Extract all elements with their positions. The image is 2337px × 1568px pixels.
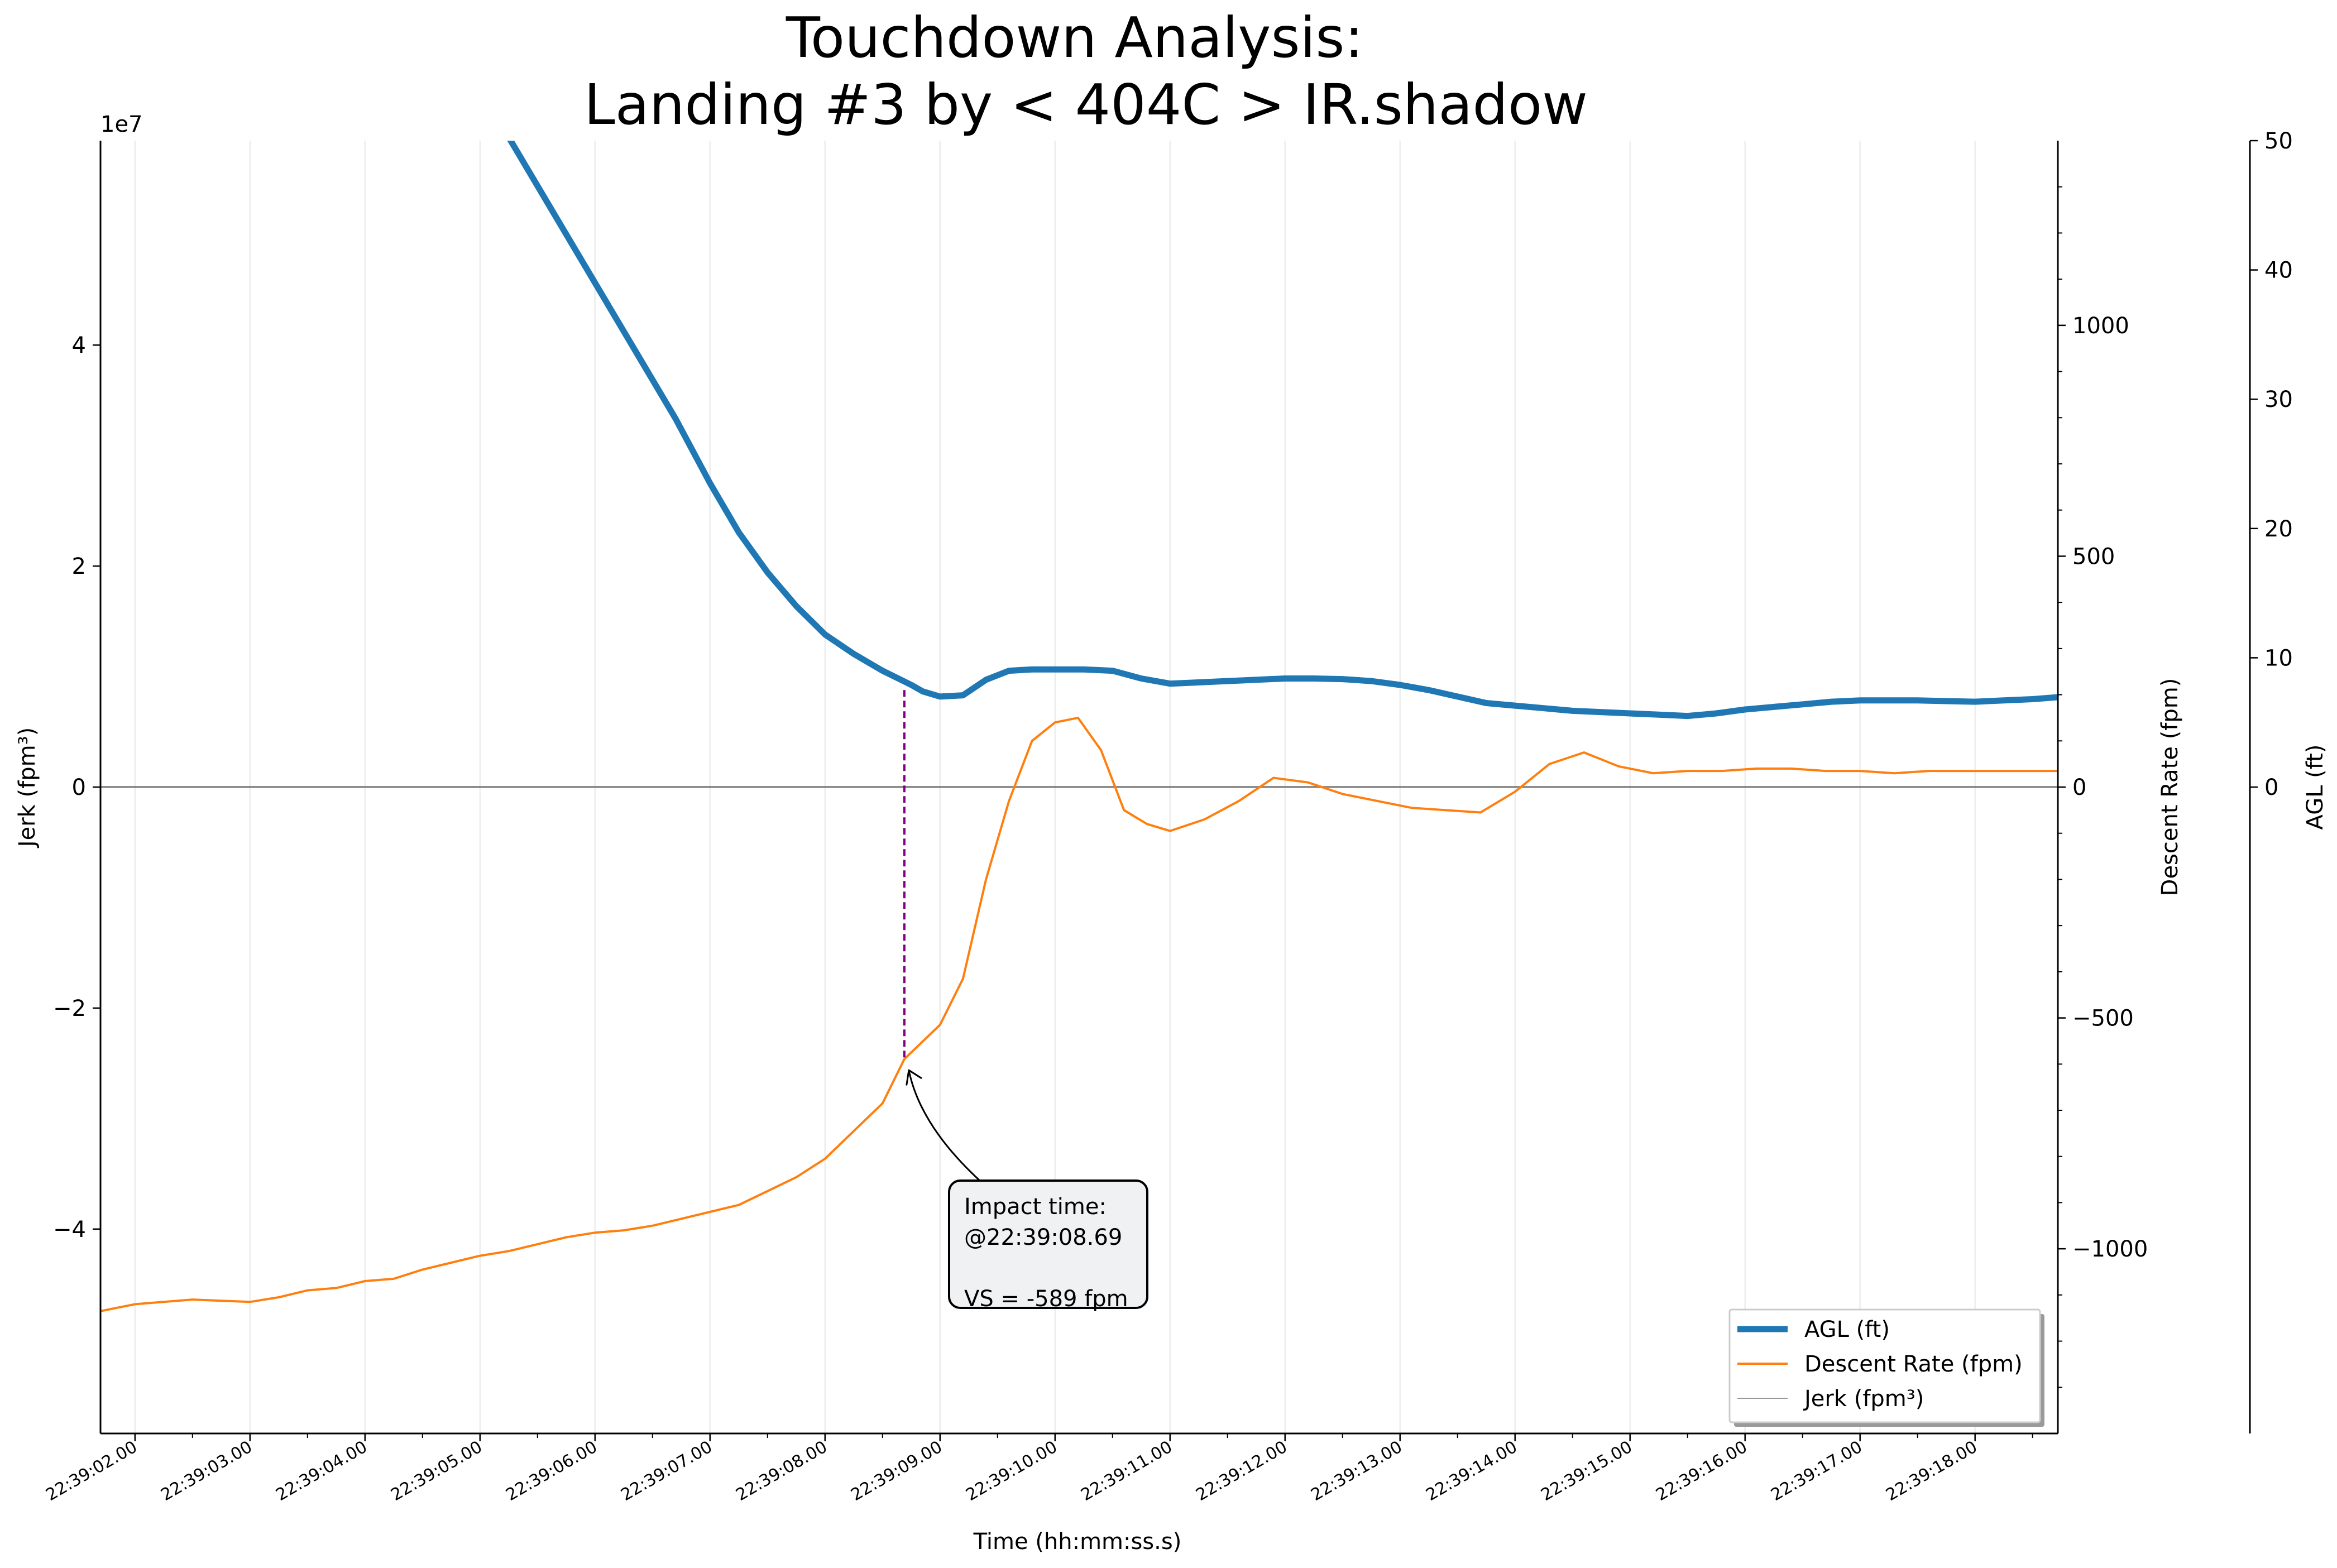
descent-tick-label: 500 — [2072, 544, 2115, 569]
agl-tick-label: 0 — [2264, 775, 2278, 800]
impact-annotation-group: Impact time: @22:39:08.69 VS = -589 fpm — [903, 690, 1148, 1312]
agl-axis-label: AGL (ft) — [2302, 745, 2328, 830]
jerk-axis-label: Jerk (fpm³) — [15, 727, 40, 848]
annotation-text-line: VS = -589 fpm — [964, 1286, 1128, 1312]
legend-label-descent: Descent Rate (fpm) — [1804, 1351, 2023, 1377]
x-tick-label: 22:39:16.00 — [1653, 1437, 1751, 1505]
agl-tick-label: 40 — [2264, 258, 2293, 284]
annotation-arrow — [908, 1070, 981, 1182]
agl-line — [507, 141, 2058, 720]
agl-tick-label: 50 — [2264, 128, 2293, 154]
descent-axis-label: Descent Rate (fpm) — [2157, 678, 2183, 896]
annotation-text-line: Impact time: — [964, 1194, 1107, 1220]
x-tick-label: 22:39:02.00 — [42, 1437, 141, 1505]
x-tick-label: 22:39:18.00 — [1883, 1437, 1981, 1505]
x-tick-label: 22:39:12.00 — [1193, 1437, 1291, 1505]
descent-tick-label: −1000 — [2072, 1236, 2148, 1262]
legend-label-agl: AGL (ft) — [1804, 1317, 1890, 1342]
x-tick-label: 22:39:17.00 — [1768, 1437, 1866, 1505]
legend: AGL (ft) Descent Rate (fpm) Jerk (fpm³) — [1728, 1308, 2044, 1427]
descent-tick-label: 1000 — [2072, 313, 2129, 339]
annotation-text-line: @22:39:08.69 — [964, 1225, 1122, 1250]
annotation-box — [948, 1179, 1148, 1309]
legend-box — [1728, 1308, 2041, 1423]
agl-tick-label: 30 — [2264, 387, 2293, 413]
legend-label-jerk: Jerk (fpm³) — [1803, 1386, 1924, 1412]
x-tick-label: 22:39:11.00 — [1077, 1437, 1176, 1505]
descent-tick-label: 0 — [2072, 775, 2086, 800]
chart-title-line-1: Touchdown Analysis: — [786, 5, 1363, 70]
x-tick-label: 22:39:03.00 — [157, 1437, 256, 1505]
x-tick-label: 22:39:05.00 — [387, 1437, 486, 1505]
descent-rate-line — [100, 716, 2058, 1312]
jerk-offset-label: 1e7 — [100, 112, 143, 137]
agl-tick-label: 20 — [2264, 516, 2293, 542]
annotation-arrowhead — [906, 1069, 922, 1086]
x-tick-label: 22:39:06.00 — [502, 1437, 601, 1505]
descent-tick-label: −500 — [2072, 1006, 2134, 1032]
x-axis-label: Time (hh:mm:ss.s) — [973, 1529, 1182, 1555]
chart-title-line-2: Landing #3 by < 404C > IR.shadow — [584, 72, 1588, 137]
jerk-tick-label: 2 — [72, 554, 86, 579]
series-lines — [100, 141, 2058, 1312]
x-tick-label: 22:39:13.00 — [1308, 1437, 1406, 1505]
jerk-tick-label: 4 — [72, 333, 86, 358]
x-tick-label: 22:39:07.00 — [617, 1437, 716, 1505]
x-tick-label: 22:39:14.00 — [1423, 1437, 1521, 1505]
x-tick-label: 22:39:10.00 — [962, 1437, 1061, 1505]
axes-group: 22:39:02.00 22:39:03.00 22:39:04.00 22:39:0… — [42, 128, 2293, 1505]
x-tick-label: 22:39:04.00 — [272, 1437, 371, 1505]
x-tick-label: 22:39:15.00 — [1538, 1437, 1636, 1505]
jerk-tick-label: −4 — [53, 1217, 86, 1243]
jerk-tick-label: −2 — [53, 996, 86, 1022]
x-tick-label: 22:39:08.00 — [732, 1437, 831, 1505]
jerk-tick-label: 0 — [72, 775, 86, 800]
agl-tick-label: 10 — [2264, 645, 2293, 671]
x-tick-label: 22:39:09.00 — [847, 1437, 946, 1505]
